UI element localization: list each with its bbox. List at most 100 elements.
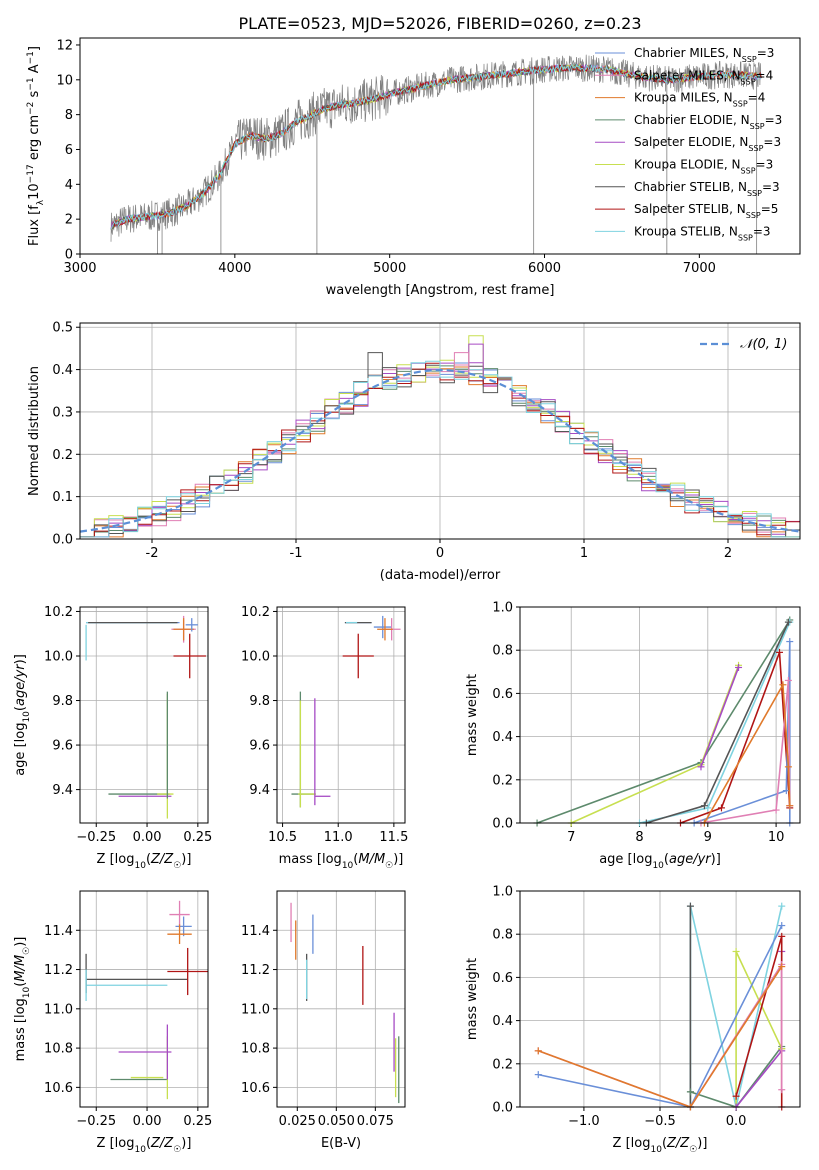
age-vs-Z-xlabel: Z [log10(Z/Z☉)]	[97, 852, 192, 871]
weight-line	[700, 667, 740, 768]
x-tick-label: 6000	[528, 261, 561, 276]
normal-reference-curve	[79, 368, 801, 533]
x-tick-label: 3000	[63, 261, 96, 276]
y-tick-label: 10	[56, 73, 73, 88]
y-tick-label: 9.8	[249, 694, 270, 709]
x-tick-label: 10	[768, 830, 785, 845]
y-tick-label: 0.4	[492, 1014, 513, 1029]
weight_vs_Z-ylabel: mass weight	[465, 958, 480, 1040]
weight_vs_Z-panel: −1.0 −0.5 0.0 0.0 0.2 0.4 0.6 0.8 1.0 mass weight…	[465, 885, 801, 1155]
x-tick-label: −0.25	[76, 1114, 116, 1129]
legend-label: Chabrier ELODIE, NSSP=3	[634, 113, 782, 130]
x-tick-label: 7	[567, 830, 575, 845]
y-tick-label: 10.8	[44, 1042, 73, 1057]
age-vs-mass-xlabel: mass [log10(M/M☉)]	[279, 852, 404, 871]
x-tick-label: 7000	[683, 261, 716, 276]
axes-frame	[519, 890, 801, 1108]
spectrum-panel: 3000 4000 5000 6000 7000 0 2 4 6 8 10 12 Chabrier MI…	[26, 37, 801, 298]
legend-label: Kroupa STELIB, NSSP=3	[634, 224, 771, 242]
residual-histogram-bin	[453, 352, 470, 379]
y-tick-label: 10.0	[44, 649, 73, 664]
y-tick-label: 11.0	[44, 1002, 73, 1017]
y-tick-label: 11.2	[241, 963, 270, 978]
axes-frame	[79, 37, 801, 255]
x-tick-label: 0.25	[183, 1114, 212, 1129]
y-tick-label: 0.3	[52, 405, 73, 420]
age-vs-Z-ylabel: age [log10(age/yr)]	[13, 654, 32, 776]
residuals-xlabel: (data-model)/error	[380, 568, 501, 583]
x-tick-label: 0.00	[133, 830, 162, 845]
y-tick-label: 10.2	[44, 605, 73, 620]
x-tick-label: 0.025	[279, 1114, 316, 1129]
y-tick-label: 0.0	[52, 533, 73, 548]
x-tick-label: 0.075	[357, 1114, 394, 1129]
y-tick-label: 2	[65, 213, 73, 228]
x-tick-label: 11.5	[379, 830, 408, 845]
age_vs_Z-panel: −0.25 0.00 0.25 9.4 9.6 9.8 10.0 10.2 Z [log10(Z…	[13, 605, 212, 871]
x-tick-label: −0.5	[644, 1114, 676, 1129]
y-tick-label: 9.6	[249, 739, 270, 754]
x-tick-label: −0.25	[76, 830, 116, 845]
mass-vs-Z-xlabel: Z [log10(Z/Z☉)]	[97, 1136, 192, 1155]
x-tick-label: 0.050	[318, 1114, 355, 1129]
spectrum-model-line	[110, 63, 762, 230]
spectrum-ylabel: Flux [fλ10−17 erg cm−2 s−1 A−1]	[26, 46, 46, 246]
x-tick-label: -1	[290, 546, 303, 561]
x-tick-label: 2	[724, 546, 732, 561]
legend-label: 𝒩(0, 1)	[740, 337, 787, 352]
y-tick-label: 10.8	[241, 1042, 270, 1057]
x-tick-label: 0.00	[133, 1114, 162, 1129]
weight-vs-age-xlabel: age [log10(age/yr)]	[599, 852, 721, 871]
mass_vs_Z-panel: −0.25 0.00 0.25 10.6 10.8 11.0 11.2 11.4 Z [log1…	[13, 890, 212, 1155]
y-tick-label: 0.1	[52, 490, 73, 505]
y-tick-label: 9.4	[52, 783, 73, 798]
y-tick-label: 10.6	[241, 1081, 270, 1096]
mass-vs-Z-ylabel: mass [log10(M/M☉)]	[13, 937, 32, 1062]
x-tick-label: 11.0	[324, 830, 353, 845]
errorbar-point	[175, 916, 192, 937]
x-tick-label: 0.25	[183, 830, 212, 845]
y-tick-label: 0.6	[492, 687, 513, 702]
legend-label: Salpeter ELODIE, NSSP=3	[634, 135, 781, 153]
axes-frame	[79, 890, 209, 1108]
legend-label: Kroupa MILES, NSSP=4	[634, 91, 765, 109]
axes-frame	[519, 606, 801, 824]
y-tick-label: 0.4	[52, 363, 73, 378]
y-tick-label: 8	[65, 108, 73, 123]
spectrum-legend: Chabrier MILES, NSSP=3 Salpeter MILES, NS…	[595, 46, 782, 242]
y-tick-label: 9.8	[52, 694, 73, 709]
y-tick-label: 0.0	[492, 817, 513, 832]
weight-line	[700, 680, 791, 824]
figure-title: PLATE=0523, MJD=52026, FIBERID=0260, z=0…	[238, 14, 641, 33]
x-tick-label: 1	[580, 546, 588, 561]
y-tick-label: 10.6	[44, 1081, 73, 1096]
y-tick-label: 11.4	[44, 924, 73, 939]
legend-label: Chabrier MILES, NSSP=3	[634, 46, 774, 64]
mass-vs-EBV-xlabel: E(B-V)	[321, 1136, 361, 1151]
spectrum-data-line	[110, 54, 762, 242]
x-tick-label: 0.0	[726, 1114, 747, 1129]
y-tick-label: 1.0	[492, 601, 513, 616]
y-tick-label: 0.2	[52, 448, 73, 463]
errorbar-point	[167, 924, 192, 945]
errorbar-point	[373, 615, 392, 639]
y-tick-label: 0.8	[492, 928, 513, 943]
errorbar-point	[185, 618, 198, 632]
age_vs_mass-panel: 10.5 11.0 11.5 9.4 9.6 9.8 10.0 10.2 mass [log10…	[241, 605, 408, 871]
x-tick-label: 9	[704, 830, 712, 845]
y-tick-label: 12	[56, 38, 73, 53]
y-tick-label: 11.4	[241, 924, 270, 939]
y-tick-label: 0.0	[492, 1101, 513, 1116]
weight_vs_age-ylabel: mass weight	[465, 674, 480, 756]
residuals-panel: -2 -1 0 1 2 0.0 0.1 0.2 0.3 0.4 0.5 𝒩(0, 1) (data-mo…	[27, 321, 801, 583]
x-tick-label: 5000	[373, 261, 406, 276]
y-tick-label: 4	[65, 178, 73, 193]
weight-vs-Z-xlabel: Z [log10(Z/Z☉)]	[613, 1136, 708, 1155]
y-tick-label: 0.5	[52, 321, 73, 336]
y-tick-label: 9.6	[52, 739, 73, 754]
y-tick-label: 6	[65, 143, 73, 158]
errorbar-point	[173, 633, 206, 679]
weight-line	[703, 682, 791, 824]
errorbar-point	[169, 900, 190, 929]
